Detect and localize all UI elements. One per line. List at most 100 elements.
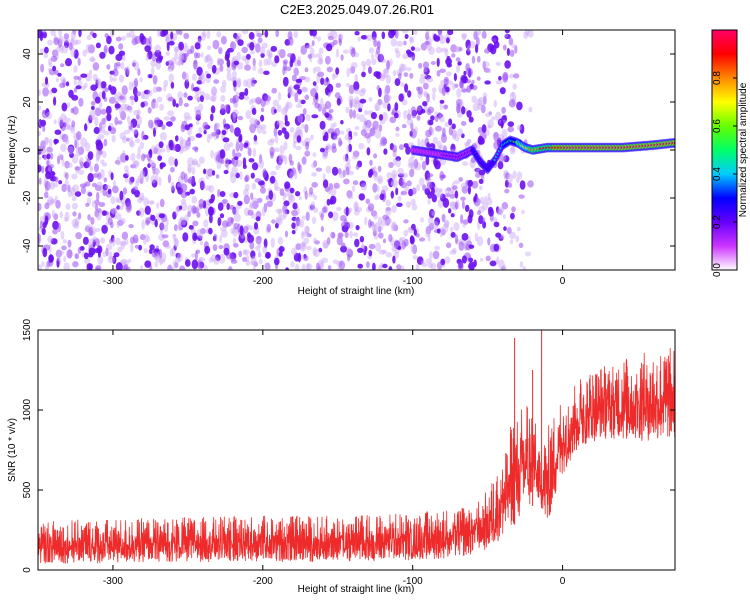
spectrogram-noise-cell bbox=[223, 123, 231, 130]
spectrogram-noise-cell bbox=[40, 119, 46, 127]
spectrogram-noise-cell bbox=[330, 30, 336, 36]
spectrogram-noise-cell bbox=[161, 124, 166, 130]
spectrogram-noise-cell bbox=[469, 41, 476, 49]
snr-x-tick-label: -200 bbox=[253, 576, 273, 587]
spectrogram-noise-cell bbox=[311, 216, 317, 225]
spectrogram-noise-cell bbox=[375, 104, 379, 111]
spectrogram-noise-cell bbox=[324, 186, 330, 193]
spectrogram-x-tick-label: 0 bbox=[560, 276, 566, 287]
spectrogram-noise-cell bbox=[313, 207, 319, 214]
spectrogram-noise-cell bbox=[219, 213, 225, 219]
spectrogram-noise-cell bbox=[421, 262, 428, 268]
spectrogram-noise-cell bbox=[88, 69, 93, 75]
spectrogram-noise-cell bbox=[224, 104, 229, 112]
spectrogram-noise-cell bbox=[53, 138, 58, 145]
spectrogram-noise-cell bbox=[226, 66, 232, 73]
spectrogram-noise-cell bbox=[158, 55, 164, 61]
spectrogram-noise-cell bbox=[497, 161, 504, 170]
spectrogram-noise-cell bbox=[129, 95, 136, 101]
spectrogram-noise-cell bbox=[284, 114, 288, 124]
spectrogram-noise-cell bbox=[426, 181, 433, 190]
spectrogram-noise-cell bbox=[350, 48, 356, 58]
spectrogram-noise-cell bbox=[322, 173, 326, 181]
spectrogram-noise-cell bbox=[180, 217, 187, 226]
spectrogram-noise-cell bbox=[130, 164, 137, 169]
spectrogram-noise-cell bbox=[486, 197, 493, 206]
spectrogram-noise-cell bbox=[237, 115, 244, 121]
spectrogram-noise-cell bbox=[436, 70, 441, 77]
spectrogram-noise-cell bbox=[72, 106, 79, 115]
spectrogram-noise-cell bbox=[251, 200, 259, 210]
spectrogram-noise-cell bbox=[458, 47, 463, 52]
spectrogram-noise-cell bbox=[103, 44, 108, 54]
spectrogram-noise-cell bbox=[264, 30, 269, 38]
spectrogram-noise-cell bbox=[491, 38, 497, 43]
spectrogram-noise-cell bbox=[47, 39, 53, 46]
spectrogram-noise-cell bbox=[140, 91, 145, 100]
spectrogram-noise-cell bbox=[170, 181, 175, 191]
spectrogram-noise-cell bbox=[456, 63, 461, 73]
spectrogram-noise-cell bbox=[97, 133, 105, 140]
spectrogram-noise-cell bbox=[192, 59, 198, 70]
spectrogram-noise-cell bbox=[449, 250, 457, 255]
spectrogram-noise-cell bbox=[114, 93, 118, 102]
spectrogram-noise-cell bbox=[413, 228, 417, 236]
spectrogram-noise-cell bbox=[388, 234, 393, 242]
spectrogram-noise-cell bbox=[268, 49, 273, 59]
spectrogram-noise-cell bbox=[370, 112, 377, 120]
spectrogram-noise-cell bbox=[256, 197, 263, 203]
spectrogram-noise-cell bbox=[509, 147, 516, 155]
spectrogram-noise-cell bbox=[284, 230, 289, 238]
spectrogram-noise-cell bbox=[134, 189, 141, 198]
spectrogram-noise-cell bbox=[295, 104, 303, 108]
spectrogram-noise-cell bbox=[126, 115, 131, 124]
spectrogram-noise-cell bbox=[105, 247, 109, 257]
spectrogram-noise-cell bbox=[285, 267, 289, 270]
spectrogram-noise-cell bbox=[251, 182, 257, 190]
spectrogram-noise-cell bbox=[423, 90, 428, 96]
spectrogram-noise-cell bbox=[301, 86, 308, 92]
spectrogram-noise-cell bbox=[412, 255, 419, 260]
spectrogram-noise-cell bbox=[210, 87, 218, 96]
spectrogram-noise-cell bbox=[108, 84, 112, 91]
spectrogram-noise-cell bbox=[274, 147, 280, 153]
spectrogram-noise-cell bbox=[101, 224, 108, 234]
spectrogram-noise-cell bbox=[144, 205, 151, 215]
spectrogram-noise-cell bbox=[196, 96, 201, 103]
spectrogram-noise-cell bbox=[371, 30, 377, 41]
spectrogram-noise-cell bbox=[182, 45, 189, 52]
spectrogram-noise-cell bbox=[88, 227, 94, 236]
spectrogram-noise-cell bbox=[120, 258, 128, 264]
spectrogram-noise-cell bbox=[354, 96, 360, 105]
spectrogram-noise-cell bbox=[172, 260, 177, 269]
spectrogram-noise-cell bbox=[76, 131, 82, 141]
spectrogram-noise-cell bbox=[202, 30, 206, 38]
spectrogram-noise-cell bbox=[258, 159, 265, 169]
spectrogram-noise-cell bbox=[245, 254, 250, 263]
spectrogram-noise-cell bbox=[360, 60, 367, 67]
spectrogram-noise-cell bbox=[262, 168, 267, 179]
spectrogram-noise-cell bbox=[229, 171, 233, 178]
spectrogram-noise-cell bbox=[340, 33, 344, 41]
spectrogram-noise-cell bbox=[452, 134, 457, 140]
spectrogram-noise-cell bbox=[378, 124, 383, 132]
spectrogram-noise-cell bbox=[41, 261, 45, 267]
spectrogram-noise-cell bbox=[100, 108, 107, 115]
spectrogram-noise-cell bbox=[239, 171, 243, 180]
spectrogram-noise-cell bbox=[444, 188, 450, 195]
spectrogram-noise-cell bbox=[421, 160, 427, 171]
spectrogram-noise-cell bbox=[444, 256, 451, 264]
spectrogram-noise-cell bbox=[431, 187, 435, 196]
spectrogram-noise-cell bbox=[455, 57, 461, 62]
spectrogram-noise-cell bbox=[319, 58, 323, 65]
spectrogram-noise-cell bbox=[137, 68, 141, 76]
spectrogram-noise-cell bbox=[248, 99, 254, 105]
spectrogram-noise-cell bbox=[52, 220, 59, 230]
spectrogram-noise-cell bbox=[153, 127, 156, 137]
spectrogram-noise-cell bbox=[411, 203, 418, 211]
spectrogram-noise-cell bbox=[136, 109, 141, 116]
spectrogram-noise-cell bbox=[231, 208, 239, 215]
spectrogram-noise-cell bbox=[427, 234, 431, 242]
spectrogram-noise-cell bbox=[445, 71, 452, 77]
spectrogram-noise-cell bbox=[372, 166, 377, 173]
